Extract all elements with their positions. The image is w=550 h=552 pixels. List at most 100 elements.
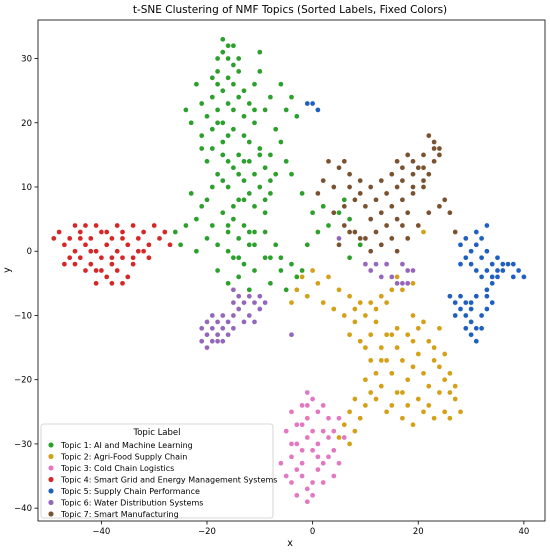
point-series3-44 xyxy=(304,402,311,409)
point-series1-100 xyxy=(256,49,263,55)
point-series2-2 xyxy=(304,293,311,300)
point-series2-23 xyxy=(394,274,400,280)
point-series2-12 xyxy=(410,280,416,287)
point-series5-47 xyxy=(315,107,321,113)
point-series6-19 xyxy=(235,306,242,312)
point-series1-99 xyxy=(183,222,189,229)
point-series2-42 xyxy=(383,408,390,415)
point-series1-13 xyxy=(219,87,226,94)
point-series6-7 xyxy=(209,325,216,332)
point-series3-9 xyxy=(320,428,327,434)
point-series1-54 xyxy=(209,222,216,229)
point-series2-22 xyxy=(288,299,295,306)
point-series2-9 xyxy=(378,293,385,300)
point-series7-24 xyxy=(330,209,337,216)
point-series1-88 xyxy=(251,81,258,88)
point-series1-76 xyxy=(283,286,290,293)
point-series3-29 xyxy=(283,473,290,479)
point-series5-30 xyxy=(473,325,480,332)
point-series6-35 xyxy=(367,267,374,274)
point-series5-8 xyxy=(489,261,496,267)
point-series1-82 xyxy=(262,107,268,113)
point-series2-45 xyxy=(410,363,416,370)
point-series3-13 xyxy=(299,447,305,454)
point-series7-38 xyxy=(352,229,358,235)
point-series4-25 xyxy=(119,254,126,261)
point-series1-133 xyxy=(246,229,253,235)
point-series1-16 xyxy=(225,100,231,107)
point-series3-6 xyxy=(315,408,321,415)
point-series6-16 xyxy=(219,338,226,345)
point-series1-123 xyxy=(214,119,221,126)
x-tick-label: −20 xyxy=(198,527,216,537)
point-series2-10 xyxy=(388,286,395,293)
point-series4-30 xyxy=(124,274,131,280)
point-series5-35 xyxy=(462,299,469,306)
point-series5-48 xyxy=(309,100,316,107)
point-series1-20 xyxy=(204,113,210,120)
point-series1-50 xyxy=(219,209,226,216)
point-series2-79 xyxy=(357,415,364,422)
point-series6-11 xyxy=(198,338,205,345)
point-series1-119 xyxy=(219,152,226,158)
point-series2-33 xyxy=(383,357,390,364)
point-series3-5 xyxy=(309,396,316,402)
point-series2-63 xyxy=(399,415,406,422)
point-series2-61 xyxy=(457,408,464,415)
point-series6-36 xyxy=(399,261,406,267)
point-series5-4 xyxy=(468,248,474,255)
point-series2-72 xyxy=(420,319,427,325)
point-series5-51 xyxy=(494,267,501,274)
point-series2-32 xyxy=(378,344,385,351)
plot-frame xyxy=(37,19,546,522)
point-series2-39 xyxy=(367,389,374,396)
point-series3-17 xyxy=(299,473,305,479)
point-series5-43 xyxy=(447,293,453,300)
point-series6-3 xyxy=(214,331,221,338)
point-series2-40 xyxy=(362,376,369,383)
point-series7-61 xyxy=(404,152,411,158)
point-series2-67 xyxy=(404,331,411,338)
point-series4-40 xyxy=(156,235,163,242)
point-series4-47 xyxy=(50,235,57,242)
point-series6-1 xyxy=(204,344,210,351)
legend-entry-7: Topic 7: Smart Manufacturing xyxy=(60,510,179,519)
point-series2-18 xyxy=(341,312,348,319)
point-series1-89 xyxy=(272,126,279,133)
point-series5-25 xyxy=(484,222,490,229)
point-series7-57 xyxy=(425,171,432,178)
point-series4-34 xyxy=(61,261,68,267)
x-tick-label: 20 xyxy=(413,527,424,537)
point-series7-11 xyxy=(431,145,437,152)
point-series4-13 xyxy=(72,248,78,255)
y-tick-label: −10 xyxy=(14,311,32,321)
point-series1-7 xyxy=(214,68,221,75)
point-series2-71 xyxy=(410,312,416,319)
point-series4-41 xyxy=(167,241,173,248)
point-series7-48 xyxy=(452,229,459,235)
point-series2-62 xyxy=(410,421,416,428)
point-series2-43 xyxy=(394,389,400,396)
point-series1-118 xyxy=(346,254,353,261)
point-series5-46 xyxy=(304,100,311,107)
point-series4-35 xyxy=(93,280,99,287)
point-series1-32 xyxy=(235,152,242,158)
point-series1-97 xyxy=(172,229,179,235)
point-series1-120 xyxy=(241,158,247,165)
point-series3-12 xyxy=(304,434,311,441)
point-series4-52 xyxy=(140,248,147,255)
axes-layer: −40 −20 0 20 40 −40 −30 −20 −10 0 10 20 30 xyxy=(14,19,546,537)
point-series4-42 xyxy=(103,229,110,235)
point-series4-18 xyxy=(124,241,131,248)
point-series4-11 xyxy=(161,229,168,235)
point-series4-9 xyxy=(140,229,147,235)
point-series2-1 xyxy=(293,286,300,293)
point-series2-84 xyxy=(346,441,353,447)
point-series7-43 xyxy=(388,235,395,242)
point-series3-23 xyxy=(330,447,337,454)
point-series1-51 xyxy=(230,216,237,222)
point-series4-3 xyxy=(77,229,84,235)
point-series4-51 xyxy=(130,254,136,261)
legend-marker-4 xyxy=(47,476,55,483)
